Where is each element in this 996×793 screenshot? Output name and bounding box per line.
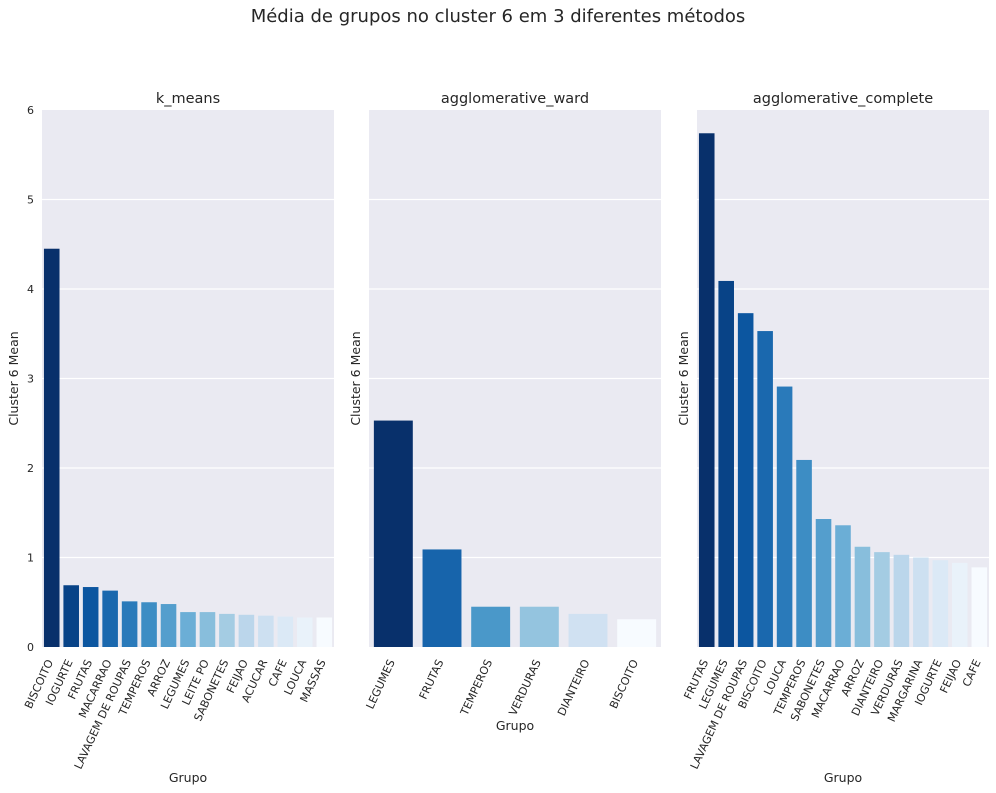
bar: [835, 525, 851, 647]
subplot-0: 0123456BISCOITOIOGURTEFRUTASMACARRAOLAVA…: [6, 91, 334, 785]
bar: [82, 587, 99, 647]
bar: [776, 386, 793, 647]
bar: [238, 614, 255, 647]
bar: [102, 590, 118, 647]
x-tick-label: BISCOITO: [607, 657, 641, 711]
bar: [617, 619, 657, 647]
bar: [854, 546, 871, 647]
x-tick-label: DIANTEIRO: [555, 657, 593, 718]
bar: [913, 557, 929, 647]
bar: [757, 331, 773, 647]
y-tick-label: 5: [27, 194, 34, 207]
bar: [316, 617, 333, 647]
bar: [160, 604, 177, 647]
subplot-1: LEGUMES FRUTAS TEMPEROS VERDURAS DIANTEIRO BI…: [348, 91, 661, 733]
y-tick-label: 0: [27, 641, 34, 654]
bar: [952, 562, 968, 647]
subplot-title: agglomerative_complete: [753, 91, 933, 107]
x-axis-label: Grupo: [169, 770, 207, 785]
bar: [141, 602, 157, 647]
bar: [737, 313, 754, 647]
x-tick-label: LEGUMES: [364, 657, 398, 711]
bar: [121, 601, 138, 647]
x-tick-label: FRUTAS: [417, 657, 447, 701]
bar: [373, 420, 413, 647]
subplot-title: agglomerative_ward: [441, 91, 589, 107]
x-axis-label: Grupo: [824, 770, 862, 785]
bar: [199, 612, 216, 647]
x-axis-label: Grupo: [496, 718, 534, 733]
bar: [43, 248, 60, 647]
bar: [718, 280, 734, 647]
subplots: 0123456BISCOITOIOGURTEFRUTASMACARRAOLAVA…: [6, 91, 989, 785]
bar: [471, 606, 511, 647]
bar: [932, 560, 949, 647]
y-tick-label: 4: [27, 283, 34, 296]
figure-title: Média de grupos no cluster 6 em 3 difere…: [251, 6, 746, 27]
subplot-title: k_means: [156, 91, 220, 107]
bar: [815, 519, 832, 647]
bar: [258, 615, 274, 647]
x-tick-label: VERDURAS: [506, 657, 543, 717]
bar: [422, 549, 462, 647]
y-tick-label: 3: [27, 373, 34, 386]
bar: [796, 459, 812, 647]
bar: [519, 606, 559, 647]
bar: [893, 554, 910, 647]
x-tick-label: CAFE: [960, 657, 984, 688]
y-tick-label: 1: [27, 552, 34, 565]
bar: [180, 612, 196, 647]
bar: [277, 616, 294, 647]
x-tick-label: TEMPEROS: [458, 657, 496, 718]
bar: [297, 617, 313, 647]
bar: [971, 567, 988, 647]
bar: [63, 585, 79, 647]
bar: [698, 133, 715, 647]
bar: [219, 613, 235, 647]
y-tick-label: 6: [27, 104, 34, 117]
y-axis-label: Cluster 6 Mean: [6, 331, 21, 425]
bar: [568, 613, 608, 647]
y-axis-label: Cluster 6 Mean: [348, 331, 363, 425]
bar: [874, 552, 890, 647]
y-axis-label: Cluster 6 Mean: [676, 331, 691, 425]
y-tick-label: 2: [27, 462, 34, 475]
